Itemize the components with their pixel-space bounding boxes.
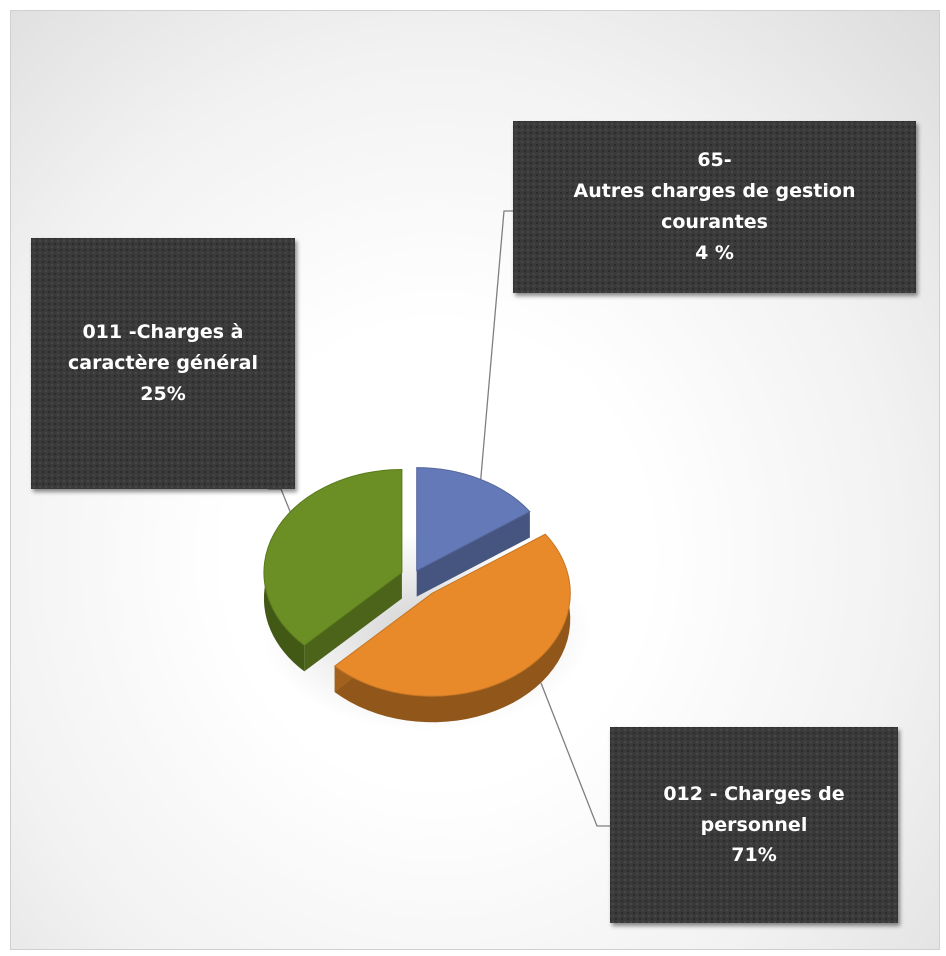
pie-slice	[333, 533, 571, 697]
label-line: 012 - Charges de	[663, 782, 845, 805]
pie-slice	[263, 469, 403, 647]
label-line: personnel	[700, 813, 808, 836]
label-line: 25%	[140, 382, 186, 405]
label-charges-caractere-general: 011 -Charges à caractère général 25%	[31, 238, 295, 489]
label-line: Autres charges de gestion	[573, 180, 856, 203]
label-line: courantes	[661, 211, 768, 233]
label-line: 4 %	[695, 241, 734, 264]
pie-slice-wall	[416, 511, 530, 597]
pie-chart	[261, 210, 610, 827]
pie-slice-wall	[304, 572, 402, 672]
label-autres-charges: 65- Autres charges de gestion courantes …	[513, 121, 916, 293]
label-charges-personnel: 012 - Charges de personnel 71%	[610, 727, 898, 923]
leader-line	[477, 210, 513, 512]
label-line: caractère général	[68, 352, 258, 375]
pie-slice	[416, 467, 531, 572]
chart-area: 65- Autres charges de gestion courantes …	[10, 10, 940, 950]
label-line: 65-	[697, 149, 732, 172]
label-line: 71%	[731, 844, 777, 867]
label-line: 011 -Charges à	[82, 321, 244, 344]
leader-line	[540, 682, 610, 827]
